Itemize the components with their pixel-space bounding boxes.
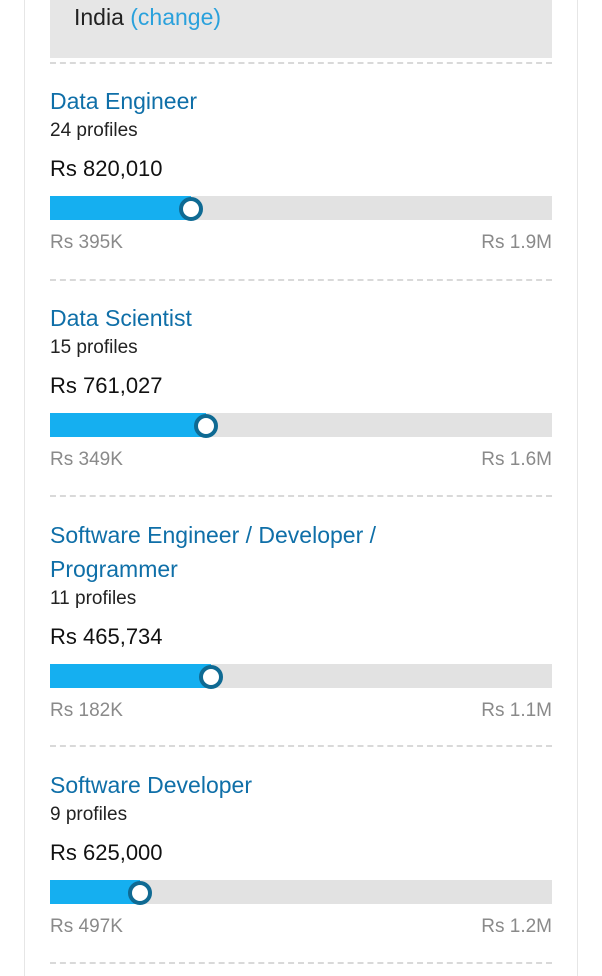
- salary-range-labels: Rs 349K Rs 1.6M: [50, 449, 552, 475]
- job-card-data-scientist: Data Scientist 15 profiles Rs 761,027 Rs…: [50, 301, 552, 475]
- profile-count: 24 profiles: [50, 120, 138, 141]
- divider: [50, 745, 552, 747]
- salary-range-bar: [50, 664, 552, 689]
- job-card-software-engineer: Software Engineer / Developer / Programm…: [50, 518, 552, 726]
- job-card-data-engineer: Data Engineer 24 profiles Rs 820,010 Rs …: [50, 84, 552, 258]
- salary-range-labels: Rs 395K Rs 1.9M: [50, 232, 552, 258]
- divider: [50, 62, 552, 64]
- salary-max: Rs 1.9M: [481, 232, 552, 253]
- salary-min: Rs 182K: [50, 700, 123, 721]
- salary-min: Rs 395K: [50, 232, 123, 253]
- location-country: India: [74, 4, 124, 30]
- job-title-link[interactable]: Data Scientist: [50, 305, 192, 331]
- median-salary: Rs 820,010: [50, 156, 163, 181]
- salary-range-bar: [50, 196, 552, 221]
- job-title-link[interactable]: Data Engineer: [50, 88, 198, 114]
- salary-min: Rs 349K: [50, 449, 123, 470]
- job-title-link[interactable]: Software Developer: [50, 772, 252, 798]
- content-frame: [24, 0, 578, 976]
- salary-max: Rs 1.1M: [481, 700, 552, 721]
- salary-bar-fill: [50, 196, 191, 220]
- change-location-link[interactable]: (change): [130, 4, 222, 30]
- location-panel: India (change): [50, 0, 552, 58]
- divider: [50, 962, 552, 964]
- salary-range-bar: [50, 880, 552, 905]
- salary-bar-fill: [50, 413, 206, 437]
- salary-marker-knob[interactable]: [193, 414, 218, 438]
- profile-count: 11 profiles: [50, 588, 137, 609]
- divider: [50, 279, 552, 281]
- salary-bar-fill: [50, 880, 141, 904]
- salary-marker-knob[interactable]: [198, 665, 223, 689]
- job-card-software-developer: Software Developer 9 profiles Rs 625,000…: [50, 768, 552, 942]
- salary-bar-fill: [50, 664, 211, 688]
- profile-count: 15 profiles: [50, 337, 138, 358]
- salary-max: Rs 1.2M: [481, 916, 552, 937]
- salary-range-bar: [50, 413, 552, 438]
- salary-marker-knob[interactable]: [178, 197, 203, 221]
- salary-range-labels: Rs 497K Rs 1.2M: [50, 916, 552, 942]
- median-salary: Rs 465,734: [50, 624, 163, 649]
- median-salary: Rs 761,027: [50, 373, 163, 398]
- job-title-link[interactable]: Software Engineer / Developer / Programm…: [50, 522, 377, 582]
- salary-max: Rs 1.6M: [481, 449, 552, 470]
- salary-range-labels: Rs 182K Rs 1.1M: [50, 700, 552, 726]
- salary-min: Rs 497K: [50, 916, 123, 937]
- location-label: India (change): [74, 4, 221, 31]
- median-salary: Rs 625,000: [50, 840, 163, 865]
- divider: [50, 495, 552, 497]
- salary-marker-knob[interactable]: [128, 881, 153, 905]
- profile-count: 9 profiles: [50, 804, 128, 825]
